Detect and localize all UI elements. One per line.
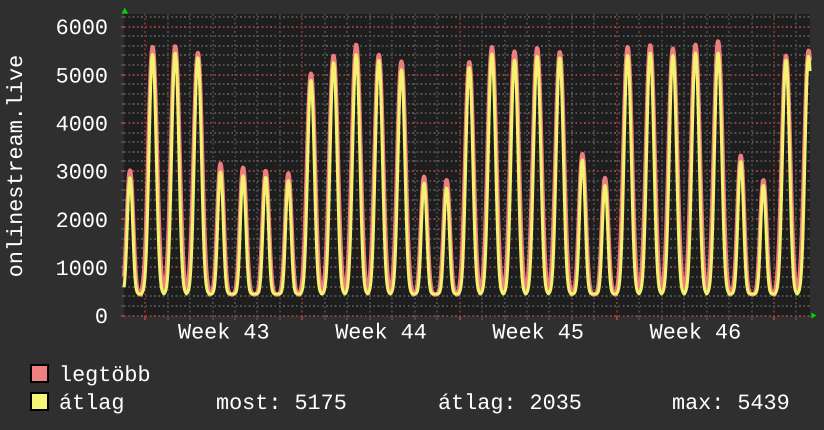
svg-text:6000: 6000	[56, 16, 108, 41]
svg-text:Week 46: Week 46	[650, 321, 742, 346]
svg-text:0: 0	[95, 305, 108, 330]
svg-text:átlag: 2035: átlag: 2035	[438, 391, 582, 416]
svg-text:1000: 1000	[56, 257, 108, 282]
svg-text:2000: 2000	[56, 209, 108, 234]
svg-text:legtöbb: legtöbb	[59, 363, 151, 388]
svg-text:5000: 5000	[56, 64, 108, 89]
svg-text:max: 5439: max: 5439	[672, 391, 790, 416]
svg-text:4000: 4000	[56, 112, 108, 137]
svg-text:Week 44: Week 44	[335, 321, 427, 346]
svg-text:Week 45: Week 45	[492, 321, 584, 346]
svg-text:most: 5175: most: 5175	[216, 391, 347, 416]
svg-text:onlinestream.live: onlinestream.live	[4, 55, 29, 277]
svg-text:átlag: átlag	[59, 391, 124, 416]
svg-text:3000: 3000	[56, 161, 108, 186]
svg-text:Week 43: Week 43	[178, 321, 270, 346]
